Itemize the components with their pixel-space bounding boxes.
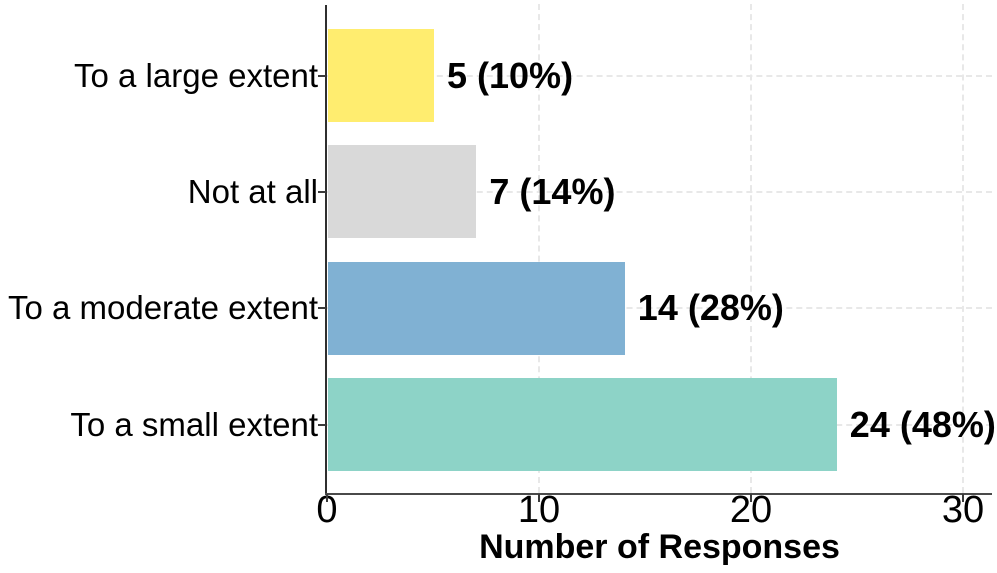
gridline-x-30 [962,4,964,493]
x-axis-line [325,493,992,495]
category-label-to-a-large-extent: To a large extent [74,56,318,94]
x-tick-10 [538,494,540,502]
bar-to-a-small-extent [328,378,837,471]
value-label-to-a-large-extent: 5 (10%) [447,54,574,96]
x-tick-label-0: 0 [316,489,338,531]
y-tick-to-a-large-extent [318,74,326,77]
gridline-y-to-a-large-extent [327,74,992,77]
x-tick-20 [750,494,752,502]
bar-to-a-large-extent [328,29,434,122]
gridline-x-20 [750,4,752,493]
value-label-to-a-small-extent: 24 (48%) [849,403,996,445]
y-tick-to-a-moderate-extent [318,307,326,310]
category-label-to-a-moderate-extent: To a moderate extent [7,289,318,327]
category-label-to-a-small-extent: To a small extent [70,405,318,443]
gridline-y-to-a-moderate-extent [327,307,992,310]
gridline-x-10 [538,4,540,493]
gridline-y-not-at-all [327,190,992,193]
category-label-not-at-all: Not at all [187,172,318,210]
value-label-to-a-moderate-extent: 14 (28%) [637,287,784,329]
bar-to-a-moderate-extent [328,261,625,355]
bar-not-at-all [328,145,477,239]
y-tick-to-a-small-extent [318,423,326,426]
x-tick-0 [326,494,328,502]
y-axis-line [325,5,327,494]
x-axis-title: Number of Responses [479,528,840,566]
y-tick-not-at-all [318,190,326,193]
x-tick-30 [962,494,964,502]
value-label-not-at-all: 7 (14%) [489,170,616,212]
